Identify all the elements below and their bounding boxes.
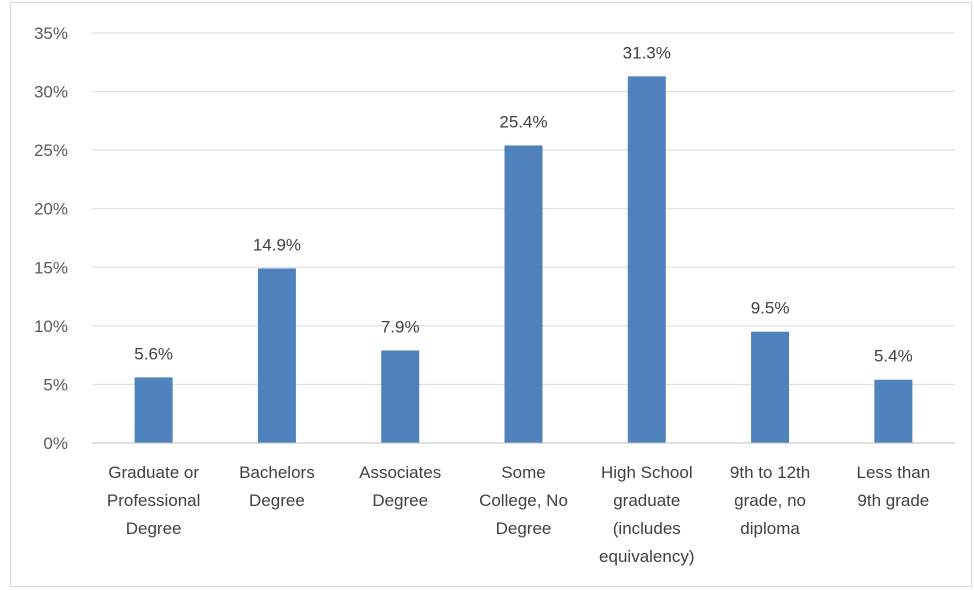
data-label: 9.5%	[751, 299, 790, 318]
y-tick-label: 25%	[34, 141, 68, 160]
bar-7	[874, 379, 913, 443]
y-tick-label: 15%	[34, 258, 68, 277]
y-tick-label: 35%	[34, 24, 68, 43]
bar-4	[504, 145, 543, 443]
y-tick-label: 10%	[34, 317, 68, 336]
data-label: 14.9%	[253, 235, 301, 254]
category-label: Bachelors Degree	[239, 463, 315, 510]
y-tick-label: 30%	[34, 83, 68, 102]
category-label: High School graduate (includes equivalency)	[599, 463, 694, 566]
category-label: Some College, No Degree	[479, 463, 568, 538]
data-label: 25.4%	[499, 112, 547, 131]
category-label: Graduate or Professional Degree	[107, 463, 201, 538]
data-label: 5.6%	[134, 344, 173, 363]
bar-6	[751, 331, 790, 443]
y-tick-label: 5%	[43, 375, 68, 394]
data-label: 31.3%	[623, 43, 671, 62]
y-tick-label: 0%	[43, 434, 68, 453]
category-label: Associates Degree	[359, 463, 441, 510]
bar-2	[257, 268, 296, 443]
bar-5	[627, 76, 666, 443]
bar-3	[381, 350, 420, 443]
y-tick-label: 20%	[34, 200, 68, 219]
bar-1	[134, 377, 173, 443]
category-label: Less than 9th grade	[856, 463, 930, 510]
chart-frame	[10, 2, 972, 587]
data-label: 5.4%	[874, 347, 913, 366]
data-label: 7.9%	[381, 317, 420, 336]
category-label: 9th to 12th grade, no diploma	[730, 463, 810, 538]
